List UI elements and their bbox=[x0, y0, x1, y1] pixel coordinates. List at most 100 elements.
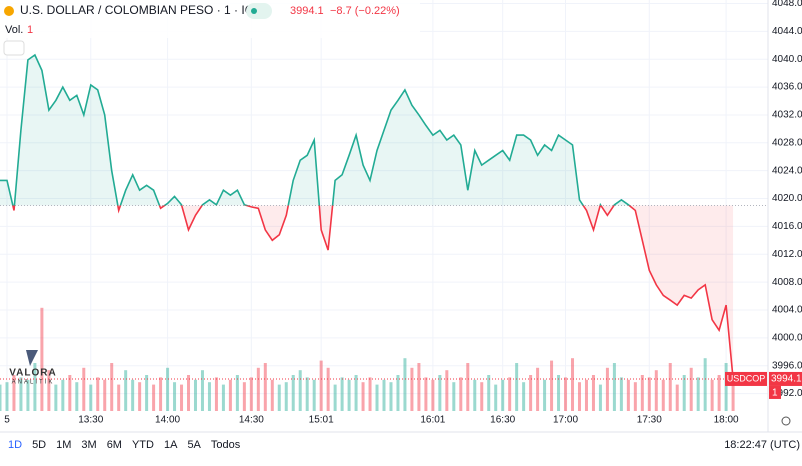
price-tag-bg bbox=[769, 371, 802, 386]
line-up bbox=[0, 53, 631, 206]
volume-bar bbox=[724, 363, 728, 411]
volume-bar bbox=[326, 367, 330, 411]
volume-bar bbox=[214, 377, 218, 411]
period-button[interactable]: 5A bbox=[187, 439, 201, 451]
volume-bar bbox=[389, 382, 393, 411]
volume-bar bbox=[515, 363, 519, 411]
volume-bar bbox=[75, 382, 79, 411]
volume-bar bbox=[647, 377, 651, 411]
volume-bar bbox=[438, 375, 442, 411]
volume-bar bbox=[221, 384, 225, 411]
volume-bar bbox=[703, 358, 707, 411]
volume-bar bbox=[508, 377, 512, 411]
y-tick-label: 4032.0 bbox=[772, 110, 802, 121]
volume-bar bbox=[591, 375, 595, 411]
volume-bar bbox=[228, 379, 232, 411]
x-tick-label: 18:00 bbox=[714, 415, 739, 426]
volume-bar bbox=[605, 367, 609, 411]
volume-bar bbox=[717, 375, 721, 411]
symbol-title: U.S. DOLLAR / COLOMBIAN PESO · 1 · ICE bbox=[20, 3, 261, 17]
volume-bar bbox=[473, 379, 477, 411]
logo-mark bbox=[26, 350, 38, 366]
volume-bar bbox=[284, 382, 288, 411]
volume-bar bbox=[494, 384, 498, 411]
y-tick-label: 4012.0 bbox=[772, 249, 802, 260]
x-tick-label: 17:00 bbox=[553, 415, 578, 426]
period-button[interactable]: 1D bbox=[8, 439, 22, 451]
volume-bar bbox=[138, 382, 142, 411]
volume-bar bbox=[193, 379, 197, 411]
period-button[interactable]: 3M bbox=[81, 439, 96, 451]
volume-bar bbox=[536, 367, 540, 411]
volume-bar bbox=[340, 377, 344, 411]
volume-bar bbox=[131, 379, 135, 411]
volume-bar bbox=[103, 379, 107, 411]
volume-bar bbox=[145, 375, 149, 411]
logo-subtext: ANALITIK bbox=[12, 380, 55, 386]
volume-bar bbox=[361, 382, 365, 411]
volume-bar bbox=[424, 377, 428, 411]
volume-tag: 1 bbox=[772, 388, 778, 399]
volume-bar bbox=[333, 384, 337, 411]
volume-bar bbox=[375, 384, 379, 411]
y-tick-label: 4044.0 bbox=[772, 26, 802, 37]
volume-bar bbox=[159, 377, 163, 411]
volume-bar bbox=[654, 370, 658, 411]
volume-bar bbox=[731, 384, 735, 411]
y-tick-label: 4036.0 bbox=[772, 82, 802, 93]
logo: VALORA ANALITIK bbox=[9, 350, 56, 386]
market-status[interactable] bbox=[246, 3, 272, 19]
period-button[interactable]: YTD bbox=[132, 439, 154, 451]
symbol-tag: USDCOP bbox=[727, 373, 766, 383]
period-button[interactable]: 5D bbox=[32, 439, 46, 451]
volume-bar bbox=[640, 375, 644, 411]
volume-bar bbox=[675, 384, 679, 411]
volume-bar bbox=[47, 370, 51, 411]
volume-bar bbox=[33, 363, 37, 411]
volume-bar bbox=[354, 375, 358, 411]
x-tick-label: 17:30 bbox=[637, 415, 662, 426]
volume-bar bbox=[452, 382, 456, 411]
volume-bar bbox=[550, 360, 554, 411]
volume-bar bbox=[445, 370, 449, 411]
volume-value: 1 bbox=[27, 24, 33, 36]
volume-bar bbox=[466, 363, 470, 411]
volume-bar bbox=[68, 375, 72, 411]
settings-icon[interactable] bbox=[781, 416, 791, 426]
volume-bar bbox=[277, 384, 281, 411]
volume-bar bbox=[312, 379, 316, 411]
y-tick-label: 3996.0 bbox=[772, 360, 802, 371]
volume-bar bbox=[291, 375, 295, 411]
period-button[interactable]: 6M bbox=[107, 439, 122, 451]
volume-bar bbox=[368, 377, 372, 411]
x-tick-label: 14:00 bbox=[155, 415, 180, 426]
symbol-tag-bg bbox=[725, 371, 767, 386]
volume-bar bbox=[529, 375, 533, 411]
volume-bar bbox=[61, 379, 65, 411]
y-tick-label: 4000.0 bbox=[772, 332, 802, 343]
volume-bar bbox=[710, 379, 714, 411]
volume-bar bbox=[577, 382, 581, 411]
volume-bar bbox=[410, 367, 414, 411]
volume-bar bbox=[417, 363, 421, 411]
volume-bar bbox=[682, 375, 686, 411]
volume-bar bbox=[668, 363, 672, 411]
volume-label: Vol. bbox=[5, 24, 23, 36]
y-tick-label: 4040.0 bbox=[772, 54, 802, 65]
x-tick-label: 16:01 bbox=[420, 415, 445, 426]
area-down bbox=[0, 205, 734, 379]
volume-bar bbox=[96, 377, 100, 411]
price-change: −8.7 (−0.22%) bbox=[330, 5, 400, 17]
y-tick-label: 4008.0 bbox=[772, 277, 802, 288]
volume-bar bbox=[166, 367, 170, 411]
volume-bar bbox=[633, 382, 637, 411]
collapse-button[interactable] bbox=[3, 40, 25, 56]
volume-bar bbox=[270, 379, 274, 411]
volume-bar bbox=[584, 379, 588, 411]
volume-bar bbox=[382, 379, 386, 411]
period-button[interactable]: 1A bbox=[164, 439, 178, 451]
period-button[interactable]: 1M bbox=[56, 439, 71, 451]
period-button[interactable]: Todos bbox=[211, 439, 241, 451]
y-tick-label: 4004.0 bbox=[772, 305, 802, 316]
area-up bbox=[0, 55, 734, 206]
